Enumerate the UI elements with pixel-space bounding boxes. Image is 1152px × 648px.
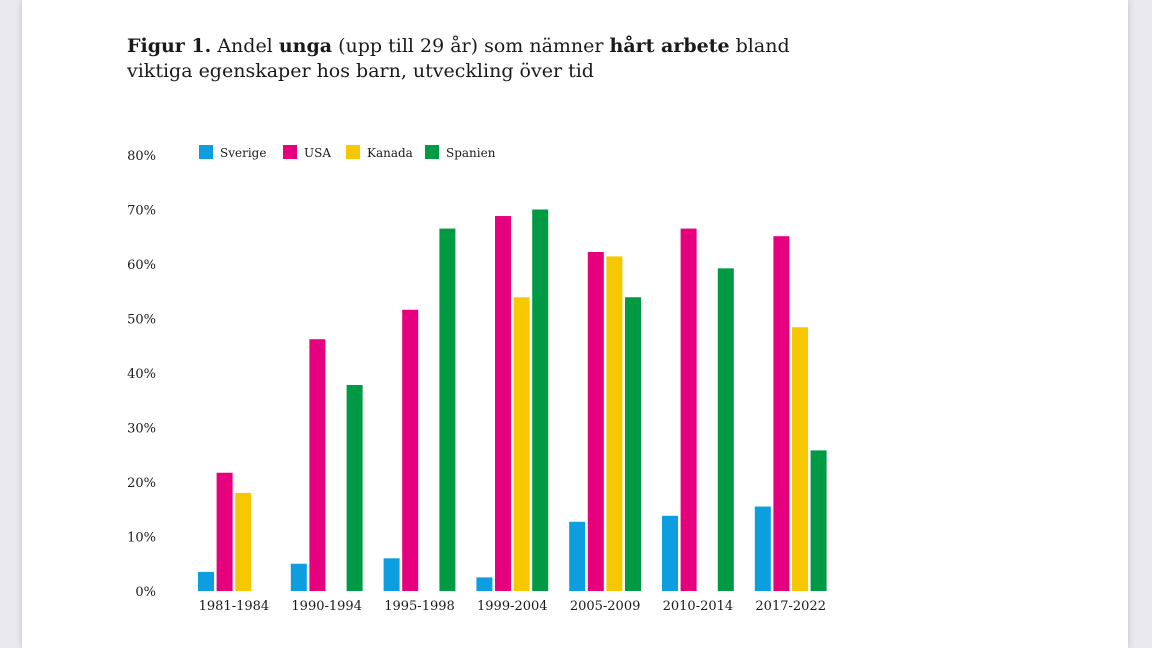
legend-swatch-kanada	[346, 145, 360, 159]
bar-kanada	[606, 256, 623, 591]
legend-swatch-usa	[283, 145, 297, 159]
bar-usa	[773, 236, 790, 591]
caption-text-2: (upp till 29 år) som nämner	[332, 35, 610, 57]
bar-sverige	[290, 563, 307, 591]
caption-text-3: bland viktiga egenskaper hos barn, utvec…	[127, 35, 790, 82]
y-tick-label: 0%	[135, 585, 156, 600]
y-tick-label: 70%	[127, 204, 156, 219]
bar-usa	[680, 228, 697, 591]
bar-sverige	[569, 521, 586, 591]
bar-sverige	[754, 506, 771, 591]
bar-kanada	[792, 327, 808, 591]
x-tick-label: 1999-2004	[477, 599, 548, 614]
caption-bold-1: unga	[278, 35, 333, 57]
bar-kanada	[513, 297, 530, 591]
x-tick-label: 1990-1994	[291, 599, 362, 614]
x-tick-label: 2005-2009	[570, 599, 641, 614]
y-tick-label: 60%	[127, 258, 156, 273]
legend-label-sverige: Sverige	[220, 146, 266, 160]
bar-sverige	[662, 515, 678, 591]
figure-caption: Figur 1. Andel unga (upp till 29 år) som…	[127, 34, 827, 84]
x-tick-label: 1981-1984	[199, 599, 270, 614]
legend-label-usa: USA	[304, 146, 331, 160]
bar-kanada	[235, 492, 252, 591]
bar-usa	[495, 216, 511, 592]
legend-label-spanien: Spanien	[446, 146, 496, 160]
bar-spanien	[625, 297, 641, 591]
bar-spanien	[439, 228, 456, 591]
bar-sverige	[383, 558, 400, 591]
y-tick-label: 20%	[127, 476, 156, 491]
bar-usa	[402, 309, 419, 591]
bar-spanien	[717, 268, 734, 591]
y-tick-label: 40%	[127, 367, 156, 382]
legend-swatch-sverige	[199, 145, 213, 159]
bar-sverige	[476, 577, 493, 591]
y-tick-label: 80%	[127, 149, 156, 164]
bar-spanien	[532, 209, 549, 591]
x-tick-label: 2017-2022	[755, 599, 826, 614]
legend-label-kanada: Kanada	[367, 146, 413, 160]
y-tick-label: 10%	[127, 531, 156, 546]
bar-spanien	[346, 384, 363, 591]
bar-usa	[216, 472, 233, 591]
caption-bold-2: hårt arbete	[609, 35, 730, 57]
bar-usa	[309, 339, 326, 591]
y-tick-label: 50%	[127, 313, 156, 328]
y-tick-label: 30%	[127, 422, 156, 437]
bar-sverige	[198, 571, 214, 591]
x-tick-label: 1995-1998	[384, 599, 455, 614]
bar-usa	[587, 252, 604, 591]
x-tick-label: 2010-2014	[663, 599, 734, 614]
figure-label: Figur 1.	[127, 35, 212, 57]
caption-text-1: Andel	[211, 35, 279, 57]
bar-spanien	[810, 450, 827, 591]
legend-swatch-spanien	[425, 145, 439, 159]
